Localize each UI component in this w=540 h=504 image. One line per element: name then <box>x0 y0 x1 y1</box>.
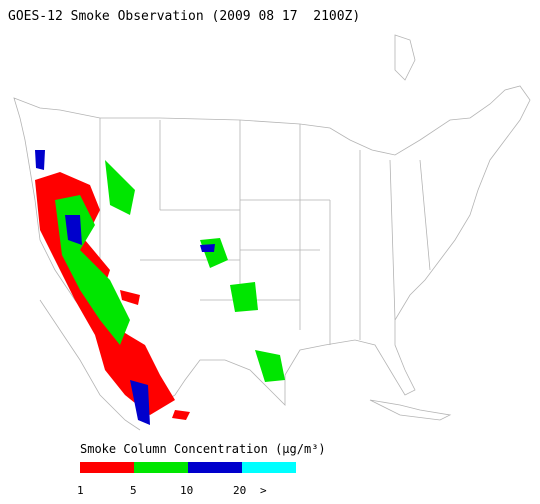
map-title: GOES-12 Smoke Observation (2009 08 17 21… <box>8 9 360 24</box>
colorbar-tick-label: 20 <box>233 484 246 497</box>
legend-title: Smoke Column Concentration (μg/m³) <box>80 442 326 456</box>
colorbar-segment <box>188 462 242 473</box>
colorbar-segment <box>134 462 188 473</box>
colorbar-tick-label: 5 <box>130 484 137 497</box>
colorbar: 1 5 10 20 > <box>77 462 296 497</box>
colorbar-tick-label: > <box>260 484 267 497</box>
smoke-plumes <box>35 150 285 425</box>
colorbar-tick-label: 10 <box>180 484 193 497</box>
colorbar-segment <box>80 462 134 473</box>
colorbar-tick-label: 1 <box>77 484 84 497</box>
colorbar-segment <box>242 462 296 473</box>
